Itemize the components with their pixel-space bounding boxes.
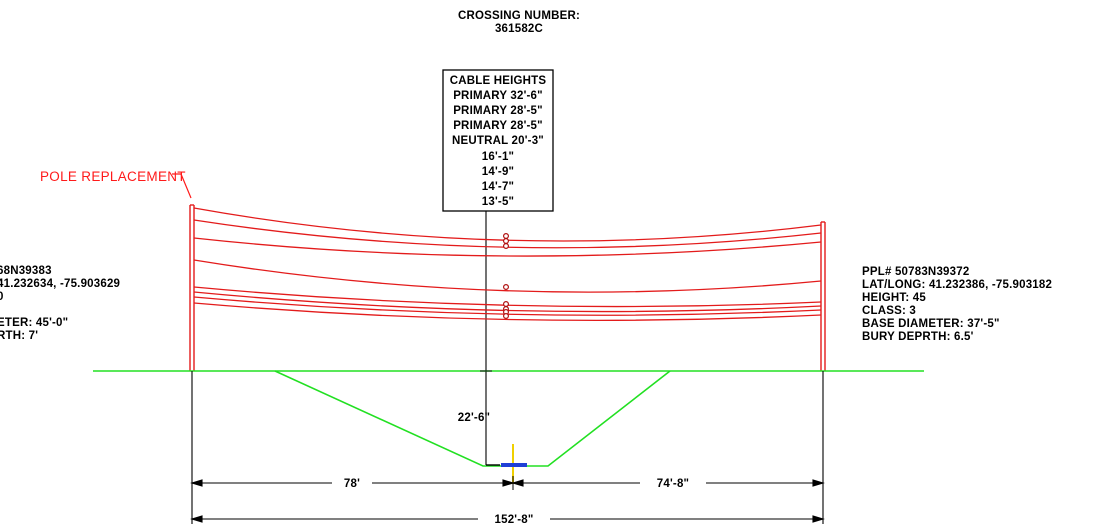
cable-height-line: 14'-9" bbox=[482, 166, 514, 178]
cable-heights-box bbox=[442, 69, 554, 212]
cable-height-line: PRIMARY 28'-5" bbox=[453, 105, 543, 117]
left-pole-info-line: 68N39383 bbox=[0, 265, 52, 277]
right-pole-info-line: HEIGHT: 45 bbox=[862, 292, 926, 304]
cable-height-line: PRIMARY 32'-6" bbox=[453, 90, 543, 102]
left-pole-info-line: 41.232634, -75.903629 bbox=[0, 278, 120, 290]
right-pole-info-line: BASE DIAMETER: 37'-5" bbox=[862, 318, 1000, 330]
arrow-head bbox=[190, 515, 203, 523]
arrow-head bbox=[190, 479, 203, 487]
left-pole-info: 68N39383 41.232634, -75.903629 0 ETER: 4… bbox=[0, 265, 120, 342]
pole-replacement-label: POLE REPLACEMENT bbox=[40, 169, 186, 184]
left-pole-info-line: 0 bbox=[0, 291, 4, 303]
left-span-label: 78' bbox=[344, 478, 360, 490]
measure-point bbox=[503, 238, 510, 245]
total-span-label: 152'-8" bbox=[495, 514, 534, 526]
measure-point bbox=[503, 243, 510, 250]
arrow-head bbox=[511, 479, 524, 487]
rail-track bbox=[501, 463, 527, 467]
arrow-head bbox=[502, 479, 515, 487]
cable-height-line: PRIMARY 28'-5" bbox=[453, 120, 543, 132]
primary-wire bbox=[193, 237, 822, 257]
left-pole-info-line: RTH: 7' bbox=[0, 330, 38, 342]
depth-dimension-label: 22'-6" bbox=[458, 412, 490, 424]
right-span-label: 74'-8" bbox=[657, 478, 689, 490]
cable-height-line: 16'-1" bbox=[482, 151, 514, 163]
arrow-head bbox=[812, 479, 825, 487]
right-pole-info-line: PPL# 50783N39372 bbox=[862, 266, 969, 278]
cable-heights-title: CABLE HEIGHTS bbox=[450, 75, 547, 87]
right-pole-info-line: CLASS: 3 bbox=[862, 305, 916, 317]
neutral-wire bbox=[193, 259, 822, 293]
cable-height-line: NEUTRAL 20'-3" bbox=[452, 135, 544, 147]
measure-point bbox=[503, 301, 510, 308]
left-pole bbox=[189, 204, 195, 371]
pole-replacement-leader bbox=[172, 173, 192, 199]
cable-height-line: 14'-7" bbox=[482, 181, 514, 193]
right-pole-info-line: LAT/LONG: 41.232386, -75.903182 bbox=[862, 279, 1052, 291]
communication-wire bbox=[193, 302, 822, 322]
right-pole-info: PPL# 50783N39372 LAT/LONG: 41.232386, -7… bbox=[862, 266, 1052, 343]
measure-point bbox=[503, 233, 510, 240]
crossing-number-value: 361582C bbox=[495, 23, 543, 35]
right-pole-info-line: BURY DEPRTH: 6.5' bbox=[862, 331, 974, 343]
crossing-number-label: CROSSING NUMBER: bbox=[458, 10, 580, 22]
arrow-head bbox=[812, 515, 825, 523]
measure-point bbox=[503, 313, 510, 320]
left-pole-info-line: ETER: 45'-0" bbox=[0, 317, 68, 329]
right-pole bbox=[820, 221, 826, 371]
measure-point bbox=[503, 284, 510, 291]
cable-height-line: 13'-5" bbox=[482, 196, 514, 208]
